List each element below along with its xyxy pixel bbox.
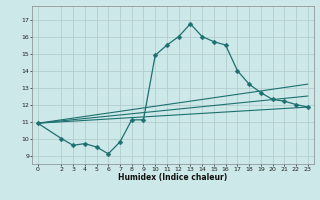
X-axis label: Humidex (Indice chaleur): Humidex (Indice chaleur) xyxy=(118,173,228,182)
